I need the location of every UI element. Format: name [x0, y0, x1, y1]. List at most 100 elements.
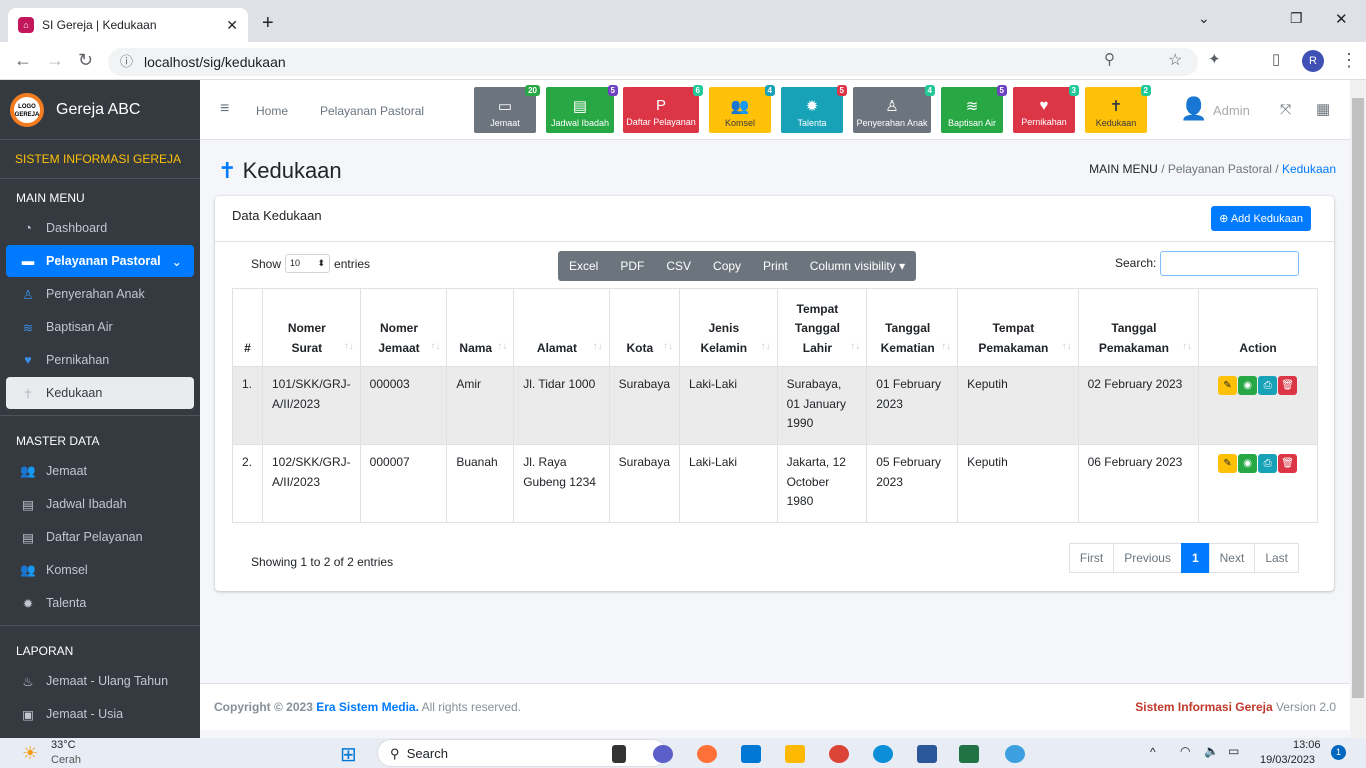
print-button[interactable]: ⎙: [1258, 454, 1278, 473]
side-panel-icon[interactable]: ▯: [1272, 51, 1281, 68]
column-header[interactable]: Nomer Jemaat ↑↓: [359, 288, 448, 367]
user-avatar-icon[interactable]: 👤: [1180, 96, 1208, 121]
edit-button[interactable]: ✎: [1218, 454, 1238, 473]
sidebar-item-kedukaan[interactable]: ✝ Kedukaan: [6, 377, 194, 409]
export-pdf-button[interactable]: PDF: [609, 251, 656, 281]
sidebar-item-talenta[interactable]: ✹ Talenta: [6, 587, 194, 619]
new-tab-button[interactable]: +: [262, 12, 274, 34]
reload-icon[interactable]: ↻: [78, 50, 94, 70]
battery-icon[interactable]: ▭: [1228, 744, 1240, 758]
forward-icon[interactable]: →: [46, 50, 64, 70]
chrome-icon[interactable]: [829, 745, 849, 763]
sidebar-item-jemaat[interactable]: 👥 Jemaat: [6, 455, 194, 487]
breadcrumb-pelayanan[interactable]: Pelayanan Pastoral: [1167, 162, 1272, 176]
browser-tab[interactable]: ⌂ SI Gereja | Kedukaan ✕: [8, 8, 248, 42]
extensions-icon[interactable]: ✦: [1208, 51, 1221, 68]
profile-avatar[interactable]: R: [1302, 50, 1324, 72]
sidebar-item-pernikahan[interactable]: ♥ Pernikahan: [6, 344, 194, 376]
clock-time[interactable]: 13:06: [1293, 739, 1321, 751]
add-kedukaan-button[interactable]: ⊕ Add Kedukaan: [1211, 206, 1311, 231]
export-print-button[interactable]: Print: [752, 251, 799, 281]
page-first-button[interactable]: First: [1068, 543, 1115, 573]
page-previous-button[interactable]: Previous: [1113, 543, 1182, 573]
excel-icon[interactable]: [959, 745, 979, 763]
column-header[interactable]: Tempat Pemakaman ↑↓: [957, 288, 1079, 367]
column-header[interactable]: Nama ↑↓: [446, 288, 515, 367]
delete-button[interactable]: 🗑: [1278, 376, 1298, 395]
sidebar-item-penyerahan-anak[interactable]: ♙ Penyerahan Anak: [6, 278, 194, 310]
zoom-icon[interactable]: ⚲: [1104, 51, 1115, 68]
quick-jadwal-ibadah-button[interactable]: ▤ Jadwal Ibadah 5: [546, 85, 618, 133]
column-header[interactable]: Tanggal Kematian ↑↓: [866, 288, 959, 367]
export-copy-button[interactable]: Copy: [702, 251, 753, 281]
tray-chevron-icon[interactable]: ^: [1150, 745, 1156, 759]
column-header[interactable]: Alamat ↑↓: [513, 288, 610, 367]
windows-start-icon[interactable]: ⊞: [340, 744, 357, 766]
quick-komsel-button[interactable]: 👥 Komsel 4: [709, 85, 775, 133]
quick-jemaat-button[interactable]: ▭ Jemaat 20: [474, 85, 540, 133]
quick-kedukaan-button[interactable]: ✝ Kedukaan 2: [1085, 85, 1151, 133]
url-input[interactable]: localhost/sig/kedukaan ⓘ: [108, 48, 1198, 76]
sidebar-item-jemaat-usia[interactable]: ▣ Jemaat - Usia: [6, 698, 194, 730]
bookmark-star-icon[interactable]: ☆: [1168, 52, 1183, 69]
minimize-button[interactable]: ⌄: [1198, 10, 1210, 26]
page-1-button[interactable]: 1: [1180, 543, 1210, 573]
sidebar-item-dashboard[interactable]: ◔ Dashboard: [6, 212, 194, 244]
edge-icon[interactable]: [873, 745, 893, 763]
fullscreen-icon[interactable]: ⤧: [1280, 101, 1292, 117]
export-excel-button[interactable]: Excel: [558, 251, 610, 281]
quick-baptisan-air-button[interactable]: ≋ Baptisan Air 5: [941, 85, 1007, 133]
close-tab-icon[interactable]: ✕: [226, 16, 238, 33]
hamburger-icon[interactable]: ≡: [220, 100, 230, 117]
task-view-icon[interactable]: [612, 745, 626, 763]
back-icon[interactable]: ←: [14, 50, 32, 70]
export-csv-button[interactable]: CSV: [655, 251, 703, 281]
breadcrumb-main-menu[interactable]: MAIN MENU: [1089, 162, 1158, 176]
column-header[interactable]: Tanggal Pemakaman ↑↓: [1077, 288, 1200, 367]
page-scrollbar[interactable]: [1350, 80, 1366, 738]
word-icon[interactable]: [917, 745, 937, 763]
firefox-icon[interactable]: [697, 745, 717, 763]
column-header[interactable]: Jenis Kelamin ↑↓: [679, 288, 778, 367]
view-button[interactable]: ◉: [1238, 454, 1258, 473]
sidebar-item-komsel[interactable]: 👥 Komsel: [6, 554, 194, 586]
grid-icon[interactable]: ▦: [1316, 101, 1331, 118]
brand-link[interactable]: LOGO GEREJA Gereja ABC: [0, 80, 200, 140]
user-name[interactable]: Admin: [1213, 103, 1250, 118]
search-input[interactable]: [1160, 251, 1299, 276]
entries-select[interactable]: 10 ⬍: [285, 254, 331, 273]
page-last-button[interactable]: Last: [1254, 543, 1299, 573]
page-next-button[interactable]: Next: [1208, 543, 1256, 573]
notification-badge[interactable]: 1: [1331, 745, 1346, 760]
edit-button[interactable]: ✎: [1218, 376, 1238, 395]
close-window-button[interactable]: ✕: [1335, 11, 1348, 28]
sidebar-item-baptisan-air[interactable]: ≋ Baptisan Air: [6, 311, 194, 343]
delete-button[interactable]: 🗑: [1278, 454, 1298, 473]
quick-pernikahan-button[interactable]: ♥ Pernikahan 3: [1013, 85, 1079, 133]
vscode-icon[interactable]: [741, 745, 761, 763]
weather-text[interactable]: Cerah: [51, 754, 81, 766]
quick-penyerahan-anak-button[interactable]: ♙ Penyerahan Anak 4: [853, 85, 935, 133]
file-explorer-icon[interactable]: [785, 745, 805, 763]
wifi-icon[interactable]: ◠: [1180, 744, 1191, 758]
column-header[interactable]: Tempat Tanggal Lahir ↑↓: [776, 288, 868, 367]
restore-button[interactable]: ❐: [1290, 10, 1303, 26]
export-column-button[interactable]: Column visibility ▾: [798, 251, 917, 281]
column-header[interactable]: Kota ↑↓: [608, 288, 681, 367]
view-button[interactable]: ◉: [1238, 376, 1258, 395]
print-button[interactable]: ⎙: [1258, 376, 1278, 395]
column-header[interactable]: Nomer Surat ↑↓: [261, 288, 361, 367]
menu-icon[interactable]: ⋮: [1340, 50, 1358, 70]
sidebar-item-jemaat-ulang-tahun[interactable]: ♨ Jemaat - Ulang Tahun: [6, 665, 194, 697]
nav-pelayanan-link[interactable]: Pelayanan Pastoral: [320, 104, 425, 118]
quick-talenta-button[interactable]: ✹ Talenta 5: [781, 85, 847, 133]
teams-icon[interactable]: [653, 745, 673, 763]
volume-icon[interactable]: 🔈: [1204, 744, 1219, 758]
company-link[interactable]: Era Sistem Media.: [316, 700, 419, 714]
clock-date[interactable]: 19/03/2023: [1260, 754, 1316, 766]
paint-icon[interactable]: [1005, 745, 1025, 763]
nav-home-link[interactable]: Home: [256, 104, 289, 118]
sidebar-item-jadwal-ibadah[interactable]: ▤ Jadwal Ibadah: [6, 488, 194, 520]
quick-daftar-pelayanan-button[interactable]: P Daftar Pelayanan 6: [623, 85, 703, 133]
sidebar-item-daftar-pelayanan[interactable]: ▤ Daftar Pelayanan: [6, 521, 194, 553]
